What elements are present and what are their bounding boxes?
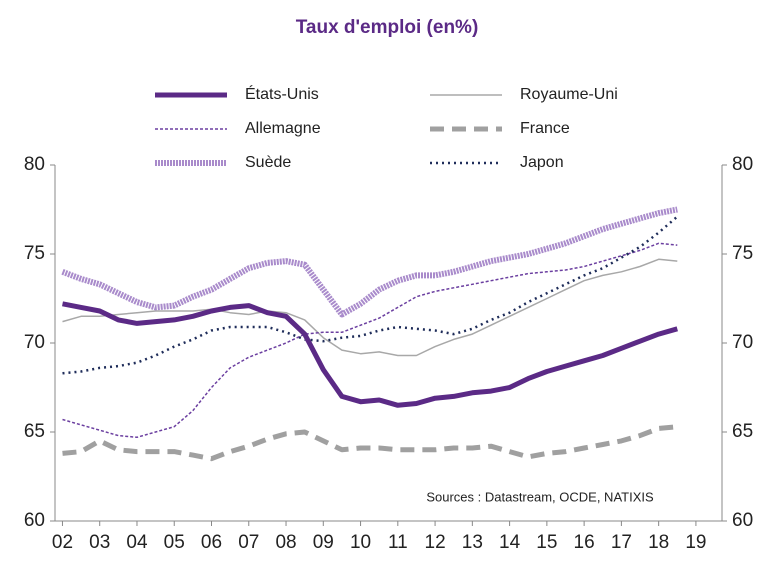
- y-tick-label: 65: [24, 421, 45, 442]
- annotation: Sources : Datastream, OCDE, NATIXIS: [426, 489, 654, 504]
- series-line: [62, 215, 679, 375]
- legend-text: France: [520, 120, 570, 137]
- x-tick-label: 08: [275, 532, 296, 553]
- x-tick-label: 07: [238, 532, 259, 553]
- x-tick-label: 04: [126, 532, 148, 553]
- series-line: [62, 242, 678, 439]
- y-tick-label: 70: [24, 332, 45, 353]
- x-tick-label: 09: [313, 532, 334, 553]
- y2-tick-label: 75: [732, 243, 753, 264]
- legend-text: Suède: [245, 154, 291, 171]
- x-tick-label: 13: [462, 532, 483, 553]
- x-tick-label: 15: [536, 532, 557, 553]
- x-tick-label: 18: [648, 532, 669, 553]
- y-tick-label: 80: [24, 154, 45, 175]
- legend-text: Japon: [520, 154, 564, 171]
- series-line: [62, 301, 678, 408]
- x-tick-label: 06: [201, 532, 222, 553]
- x-tick-label: 19: [685, 532, 706, 553]
- x-tick-label: 10: [350, 532, 371, 553]
- y-tick-label: 75: [24, 243, 45, 264]
- x-tick-label: 03: [89, 532, 110, 553]
- y2-tick-label: 65: [732, 421, 753, 442]
- chart-title: Taux d'emploi (en%): [296, 17, 479, 38]
- y2-tick-label: 60: [732, 510, 753, 531]
- x-tick-label: 02: [52, 532, 73, 553]
- x-tick-label: 12: [425, 532, 446, 553]
- series-line: [62, 258, 678, 357]
- y2-tick-label: 80: [732, 154, 753, 175]
- x-tick-label: 11: [388, 532, 408, 553]
- x-tick-label: 16: [574, 532, 595, 553]
- y-tick-label: 60: [24, 510, 45, 531]
- legend-text: Allemagne: [245, 120, 321, 137]
- x-tick-label: 17: [611, 532, 632, 553]
- series-line: [62, 424, 678, 462]
- x-tick-label: 14: [499, 532, 521, 553]
- series-line: [61, 206, 678, 318]
- x-tick-label: 05: [164, 532, 185, 553]
- y2-tick-label: 70: [732, 332, 753, 353]
- legend-text: Royaume-Uni: [520, 86, 618, 103]
- legend-text: États-Unis: [245, 84, 319, 103]
